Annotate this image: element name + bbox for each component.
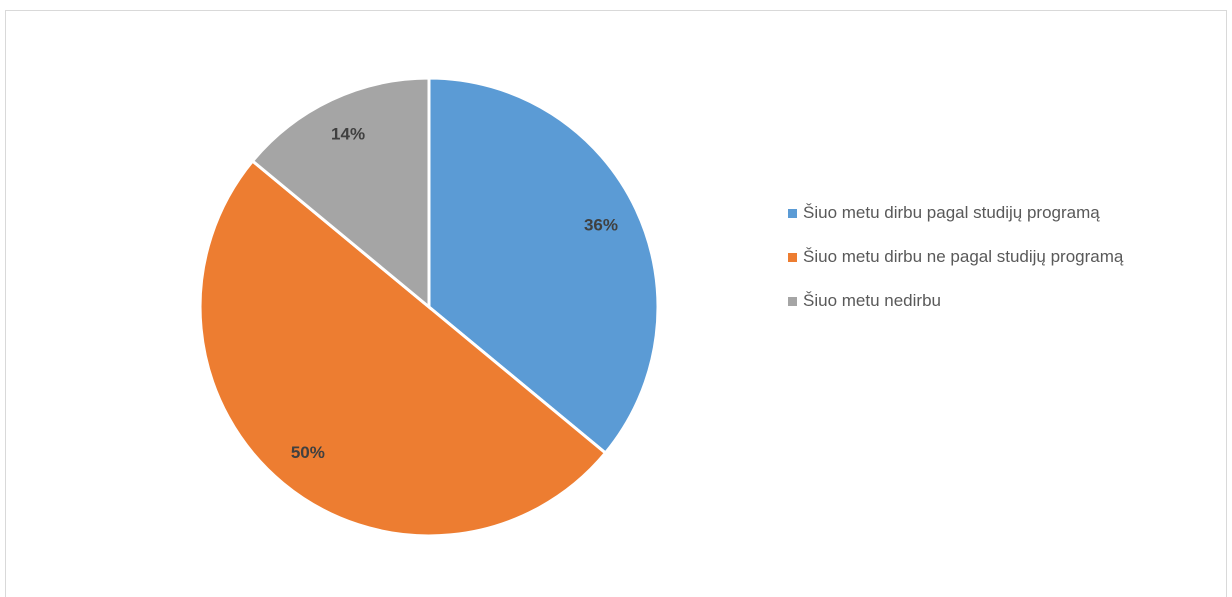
pie-slice — [250, 76, 431, 311]
legend-swatch — [788, 297, 797, 306]
legend-label: Šiuo metu nedirbu — [803, 291, 941, 310]
legend-swatch — [788, 253, 797, 262]
data-label: 36% — [584, 216, 618, 235]
legend-label: Šiuo metu dirbu pagal studijų programą — [803, 203, 1100, 222]
legend-item: Šiuo metu dirbu ne pagal studijų program… — [788, 244, 1148, 270]
pie-slice — [198, 158, 608, 538]
data-label: 14% — [331, 125, 365, 144]
legend-item: Šiuo metu dirbu pagal studijų programą — [788, 200, 1148, 226]
data-label: 50% — [291, 443, 325, 462]
pie-slice — [427, 76, 660, 456]
legend: Šiuo metu dirbu pagal studijų programą Ši… — [788, 200, 1148, 332]
chart-border — [5, 10, 1227, 597]
legend-swatch — [788, 209, 797, 218]
legend-label: Šiuo metu dirbu ne pagal studijų program… — [803, 247, 1124, 266]
legend-item: Šiuo metu nedirbu — [788, 288, 1148, 314]
